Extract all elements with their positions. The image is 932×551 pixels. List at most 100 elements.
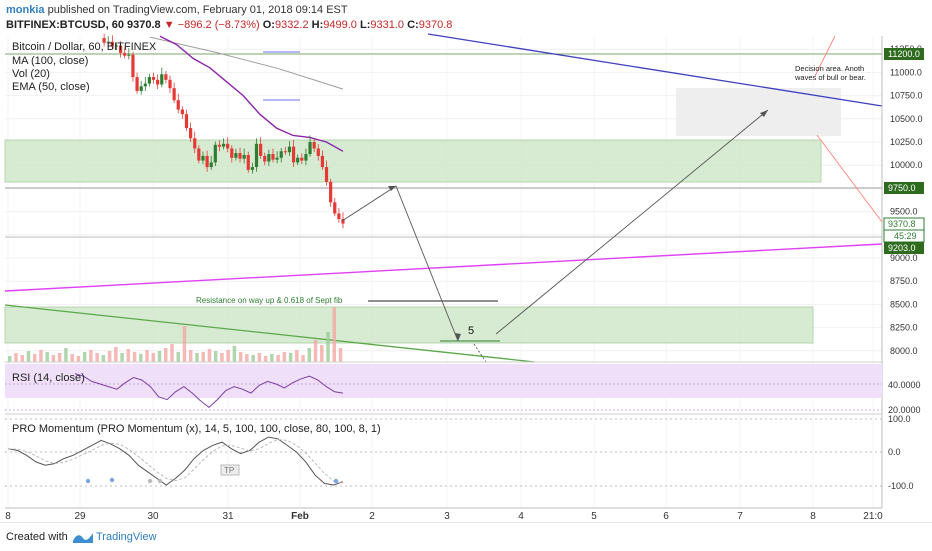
volume-bar [276,355,280,362]
ohlc-line: BITFINEX:BTCUSD, 60 9370.8 ▼ −896.2 (−8.… [6,19,452,32]
volume-bar [157,351,162,362]
candle-body [147,77,152,84]
volume-bar [263,356,268,362]
time-tick-label: 5 [591,511,597,522]
candles [102,33,345,229]
momentum-signal-line [7,438,344,484]
price-tick-label: 8750.0 [890,276,918,286]
green-trendline [4,304,536,363]
tp-label: TP [224,466,234,475]
username[interactable]: monkia [6,4,45,16]
rsi-band [5,364,882,398]
svg-text:45:29: 45:29 [894,231,917,241]
resistance-annotation: Resistance on way up & 0.618 of Sept fib [196,296,343,305]
candle-body [172,88,176,101]
candle-body [320,155,325,168]
tp-marker [220,464,240,476]
rsi-label[interactable]: RSI (14, close) [12,372,85,384]
volume-bar [313,340,318,362]
volume-bar [57,353,62,362]
volume-bar [170,344,174,362]
candle-body [135,77,139,91]
blue-trendline [427,33,883,107]
price-tag-11200: 11200.0 [884,48,924,60]
candle-body [143,83,147,87]
candle-body [168,79,172,89]
countdown-tag: 45:29 [883,229,925,243]
momentum-dot [109,477,115,483]
volume-bar [332,307,337,362]
legend-vol[interactable]: Vol (20) [12,68,50,80]
price-tick-label: 10250.0 [890,137,923,147]
legend-ema[interactable]: EMA (50, close) [12,81,90,93]
candle-body [156,79,160,85]
momentum-dot [147,478,153,484]
candle-body [221,143,226,147]
momentum-line [7,436,344,486]
consolidation-zone [4,139,822,183]
tradingview-brand[interactable]: TradingView [96,531,157,543]
footer: Created with TradingView [0,522,932,551]
support-zone [4,306,814,344]
volume-bar [176,352,180,362]
down-arrow-icon: ▼ [163,19,175,31]
candle-body [250,167,254,170]
volume-bar [32,354,37,362]
candle-body [283,151,287,153]
candle-body [291,146,296,163]
price-tick-label: 9000.0 [890,253,918,263]
legend-ma[interactable]: MA (100, close) [12,55,88,67]
candle-body [110,41,114,47]
candle-body [246,154,250,170]
volume-bar [188,350,193,362]
volume-bar [8,356,12,362]
candle-body [213,144,217,163]
candle-body [209,162,213,168]
time-axis[interactable]: 8 29 30 31 Feb 2 3 4 5 6 7 8 21:0 [5,511,883,522]
volume-bar [238,352,243,362]
price-tick-label: 11000.0 [890,67,922,77]
price-tag-last: 9370.8 [883,217,925,231]
time-tick-label: 2 [369,511,375,522]
candle-body [205,155,209,168]
volume-bar [320,345,324,362]
price-axis[interactable]: 11250.011000.010750.010500.010250.010000… [890,44,923,356]
volume-bar [226,350,230,362]
volume-bar [151,353,156,362]
candle-body [238,153,242,159]
candle-body [308,142,312,155]
volume-bar [132,352,137,362]
candle-body [312,142,316,149]
volume-bar [51,355,56,362]
volume-bar [70,354,74,362]
momentum-dot [157,478,163,484]
time-tick-label: 3 [444,511,450,522]
candle-body [267,154,271,162]
volume-bar [245,354,249,362]
volume-bar [270,354,274,362]
candle-body [217,144,222,147]
price-tick-label: 9500.0 [890,207,918,217]
candle-body [189,128,193,139]
indicator-legend: Bitcoin / Dollar, 60, BITFINEX MA (100, … [12,41,157,93]
volume-bar [201,352,205,362]
decision-text-2: waves of bull or bear. [794,73,866,82]
volume-bar [89,350,93,362]
volume-bar [213,351,218,362]
legend-title[interactable]: Bitcoin / Dollar, 60, BITFINEX [12,41,157,53]
volume-bar [26,351,31,362]
time-tick-label: Feb [291,511,309,522]
symbol: BITFINEX:BTCUSD, 60 [6,19,124,31]
candle-body [263,155,267,162]
svg-text:9370.8: 9370.8 [888,219,916,229]
momentum-dot [333,478,339,484]
price-tick-label: 8000.0 [890,346,918,356]
candle-body [230,148,234,158]
volume-bar [76,356,81,362]
candle-body [234,153,238,158]
momentum-label[interactable]: PRO Momentum (PRO Momentum (x), 14, 5, 1… [12,423,381,435]
candle-body [296,157,300,163]
rsi-tick-40: 40.0000 [888,380,921,390]
momentum-tick-100: 100.0 [888,414,911,424]
